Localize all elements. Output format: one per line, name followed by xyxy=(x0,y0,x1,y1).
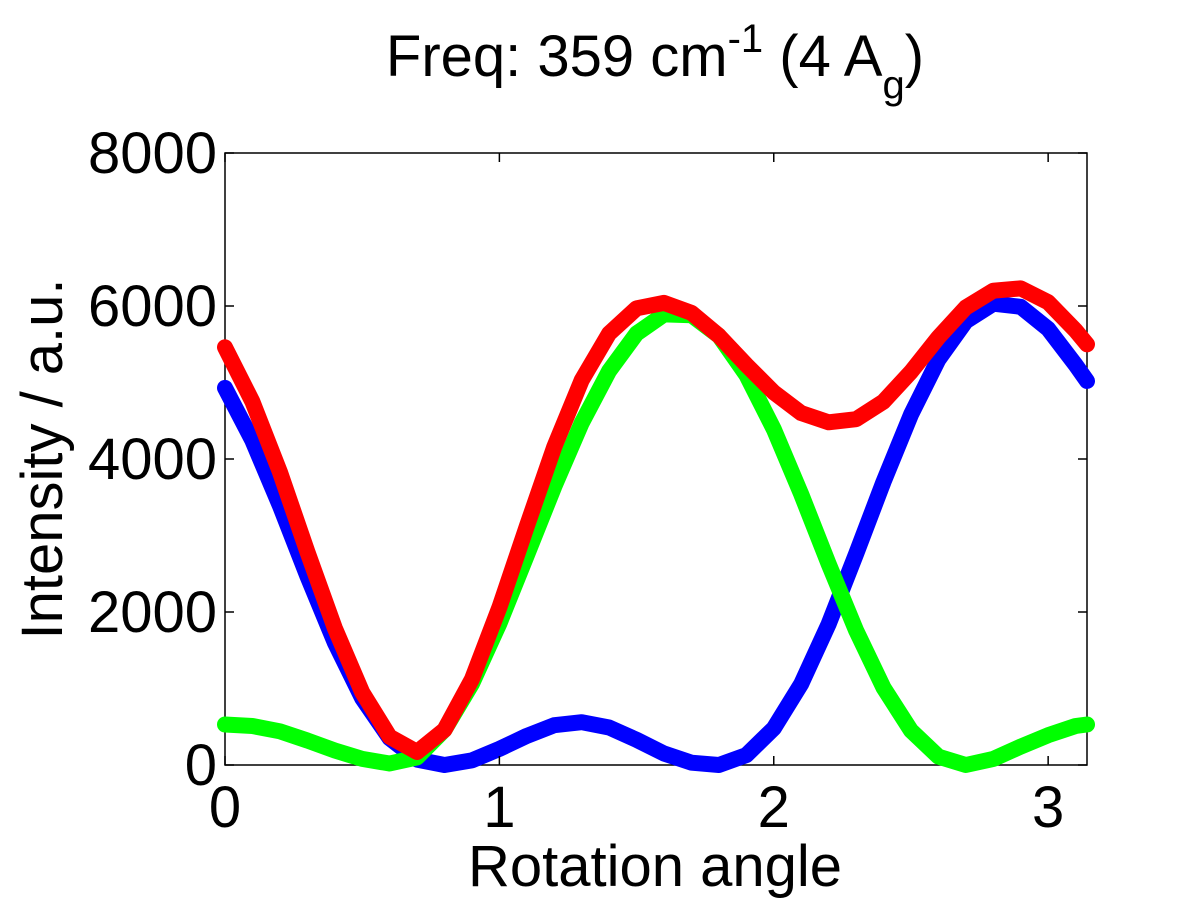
y-tick-label: 2000 xyxy=(88,580,217,645)
title-middle: (4 A xyxy=(763,24,883,89)
y-tick-label: 8000 xyxy=(88,121,217,186)
title-prefix: Freq: 359 cm xyxy=(386,24,728,89)
tick-layer: 0 1 2 3 0 2000 4000 6000 8000 xyxy=(88,121,1087,840)
y-axis-label: Intensity / a.u. xyxy=(10,278,75,639)
x-axis-label: Rotation angle xyxy=(468,834,842,899)
series-line-2 xyxy=(217,306,1095,773)
x-tick-label: 0 xyxy=(209,775,241,840)
series-layer xyxy=(217,280,1095,773)
x-tick-label: 3 xyxy=(1032,775,1064,840)
plot-area xyxy=(224,152,1088,766)
y-tick-label: 0 xyxy=(185,733,217,798)
x-tick-label: 2 xyxy=(758,775,790,840)
title-suffix: ) xyxy=(905,24,924,89)
x-tick-label: 1 xyxy=(483,775,515,840)
y-tick-label: 4000 xyxy=(88,427,217,492)
chart-title: Freq: 359 cm-1 (4 Ag) xyxy=(386,17,924,107)
title-superscript: -1 xyxy=(728,17,764,61)
title-subscript: g xyxy=(882,63,904,107)
y-tick-label: 6000 xyxy=(88,274,217,339)
series-line-3 xyxy=(217,280,1095,760)
